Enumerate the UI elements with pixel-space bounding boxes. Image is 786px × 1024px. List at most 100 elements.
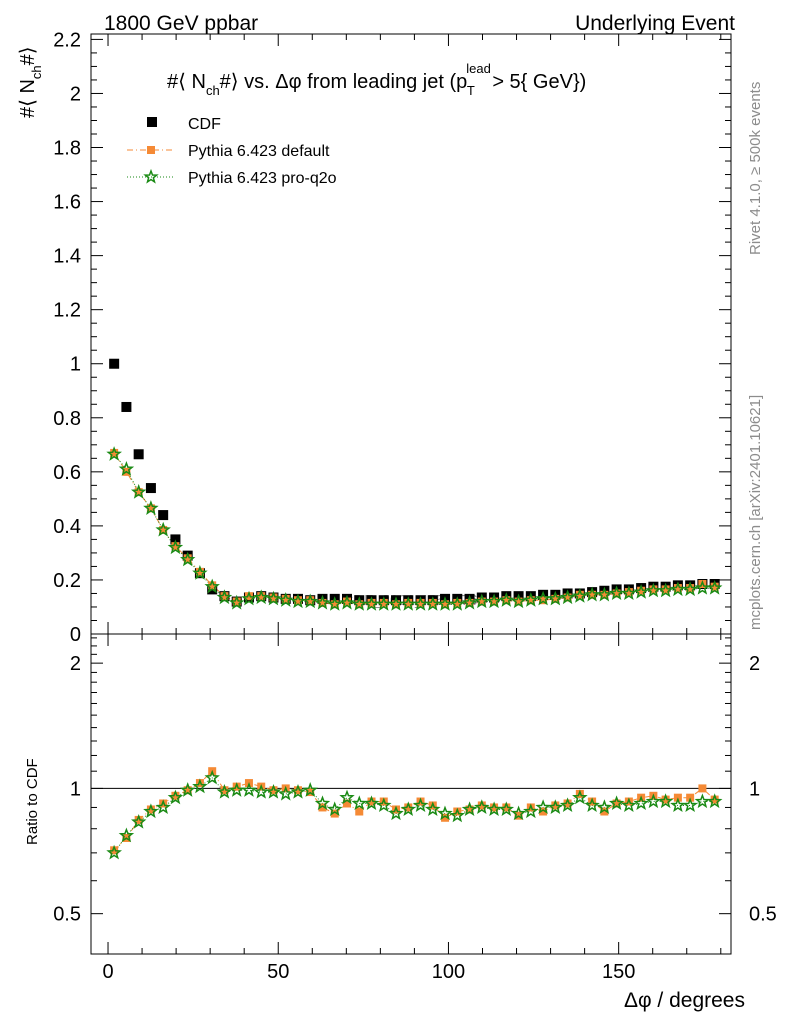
default-point [551,594,560,603]
ratio-default-point [220,786,229,795]
y-label-sub: ch [29,65,44,79]
default-point [588,590,597,599]
y-label-tail: #⟩ [17,46,39,65]
proq2o-point [167,539,184,555]
legend-label-cdf: CDF [188,116,221,133]
proq2o-point [498,592,515,607]
ratio-proq2o-point [363,795,380,811]
default-point [293,596,302,605]
ratio-proq2o-point [670,797,686,813]
proq2o-point [670,581,686,597]
ratio-y-tick-label-right: 0.5 [749,904,777,926]
legend-label-default: Pythia 6.423 default [188,143,330,160]
default-point [490,597,499,606]
ratio-proq2o-point [302,781,318,797]
ratio-proq2o-point [167,789,184,805]
proq2o-point [425,596,441,611]
ratio-default-point [465,805,474,814]
ratio-default-point [612,799,621,808]
ratio-y-tick-labels-right: 0.5 1 2 [749,653,777,926]
ratio-proq2o-line [113,777,715,854]
ratio-default-point [171,791,180,800]
ratio-default-point [404,803,413,812]
main-y-tick-label: 0.4 [53,516,81,538]
cdf-point [158,510,169,521]
ratio-proq2o-point [400,801,417,817]
ratio-proq2o-point [376,797,392,813]
ratio-default-point [490,803,499,812]
proq2o-point [253,589,269,605]
legend-item-proq2o: Pythia 6.423 pro-q2o [127,168,337,187]
proq2o-point [314,594,331,610]
proq2o-point [486,593,502,609]
ratio-proq2o-point [584,797,600,813]
ratio-default-point [661,795,670,804]
ratio-y-tick-label-right: 1 [749,778,760,800]
main-y-tick-label: 0 [70,624,81,646]
title-sup-lead: lead [466,61,491,76]
legend-marker-proq2o [143,168,159,184]
proq2o-point [326,596,343,611]
ratio-default-point [600,807,609,816]
proq2o-point [277,592,294,607]
proq2o-point [290,593,306,609]
default-point [502,596,511,605]
proq2o-point [572,588,588,603]
ratio-proq2o-point [253,784,269,799]
proq2o-point [535,590,551,606]
ratio-default-point [343,799,351,808]
default-point [281,594,290,603]
ratio-proq2o-point [326,801,343,817]
proq2o-point [216,589,233,605]
ratio-proq2o-point [621,797,637,813]
ratio-proq2o-point [106,844,122,860]
proq2o-point [474,593,490,609]
ratio-proq2o-point [523,803,539,819]
ratio-default-point [146,805,155,814]
ratio-proq2o-point [498,801,515,817]
default-point [526,596,535,605]
ratio-proq2o-point [425,801,441,817]
default-point [195,567,204,576]
proq2o-point [376,596,392,611]
proq2o-point [241,590,257,606]
ratio-default-point [563,799,572,808]
ratio-frame [90,633,732,955]
ratio-axis-ticks [91,634,731,954]
default-point [624,588,633,597]
main-y-tick-label: 0.2 [53,570,81,592]
ratio-proq2o-point [596,799,613,815]
main-y-tick-label: 1 [70,354,81,376]
default-point [232,597,241,606]
ratio-proq2o-point [608,795,625,811]
proq2o-point [461,594,478,610]
x-tick-label: 0 [102,961,113,983]
ratio-proq2o-point [388,805,404,821]
proq2o-point [645,582,662,598]
ratio-proq2o-point [510,805,527,821]
ratio-proq2o-point [155,799,171,815]
ratio-default-point [551,801,560,810]
ratio-proq2o-point [535,799,551,815]
ratio-proq2o-point [682,797,698,813]
ratio-default-point [134,815,143,824]
ratio-proq2o-point [241,781,257,797]
proq2o-point [339,594,355,610]
ratio-proq2o-point [547,799,564,815]
proq2o-point [694,580,711,595]
main-y-tick-labels: 0 0.2 0.4 0.6 0.8 1 1.2 1.4 1.6 1.8 2 2.2 [53,29,81,646]
ratio-default-point [477,801,486,810]
default-point [183,554,192,563]
default-point [673,584,682,593]
default-point [159,525,168,534]
ratio-proq2o-point [706,793,723,809]
default-point [539,596,548,605]
proq2o-point [657,582,674,598]
ratio-proq2o-point [449,807,466,823]
ratio-y-tick-label: 2 [70,653,81,675]
ratio-proq2o-point [192,778,208,794]
ratio-y-tick-labels: 0.5 1 2 [53,653,81,926]
default-point [441,600,450,609]
proq2o-point [449,596,466,611]
